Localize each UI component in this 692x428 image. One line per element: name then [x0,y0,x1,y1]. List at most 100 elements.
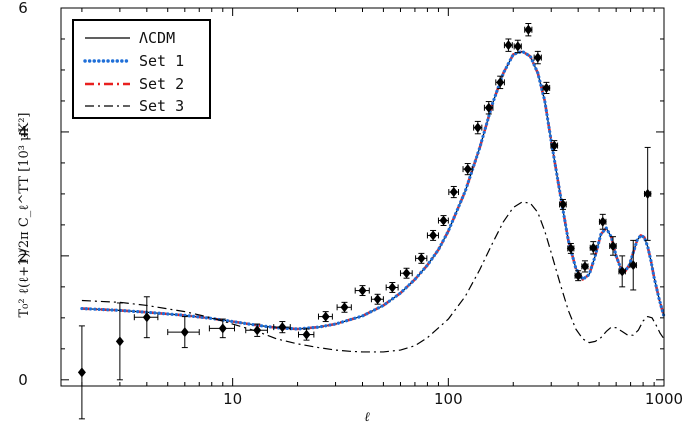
diamond-marker [429,230,438,241]
data-point [273,321,291,334]
y-axis-label: T₀² ℓ(ℓ+1)/2π C_ℓ^TT [10³ μK²] [17,113,32,318]
diamond-marker [402,268,411,279]
diamond-marker [373,294,382,305]
diamond-marker [580,261,589,272]
diamond-marker [218,323,227,334]
data-point [385,282,399,293]
data-point [167,316,200,349]
x-axis-label: ℓ [364,410,370,425]
diamond-marker [542,82,551,93]
diamond-marker [589,242,598,253]
diamond-marker [77,367,86,378]
data-point [426,229,439,241]
data-point [598,213,607,230]
diamond-marker [278,322,287,333]
data-point [558,198,567,210]
diamond-marker [496,77,505,88]
y-tick-label: 0 [18,371,28,389]
data-point [298,328,315,341]
x-tick-label: 10 [223,390,242,408]
data-point [354,285,370,297]
diamond-marker [524,24,533,35]
diamond-marker [484,102,493,113]
legend-label: ΛCDM [139,29,175,47]
y-tick-label: 4 [18,123,28,141]
diamond-marker [558,199,567,210]
diamond-marker [358,285,367,296]
legend-item: Set 2 [85,75,184,93]
diamond-marker [180,327,189,338]
diamond-marker [629,260,638,271]
data-point [533,50,542,65]
diamond-marker [321,311,330,322]
diamond-marker [618,266,627,277]
y-tick-label: 2 [18,247,28,265]
series-line-set-3 [81,201,665,353]
diamond-marker [598,216,607,227]
data-point [495,75,505,90]
legend-item: Set 1 [83,52,184,70]
data-point [550,140,559,152]
data-point [133,296,159,339]
diamond-marker [417,253,426,264]
y-axis-label-text: T₀² ℓ(ℓ+1)/2π C_ℓ^TT [10³ μK²] [17,113,32,318]
legend-box [72,19,211,119]
data-point [643,146,652,241]
data-point [566,242,575,254]
legend: ΛCDM Set 1 Set 2 Set 3 [72,19,211,119]
data-point [608,236,617,256]
diamond-marker [449,187,458,198]
data-point [208,318,236,339]
diamond-marker [340,302,349,313]
data-point [448,185,460,199]
diamond-marker [504,40,513,51]
series-line-set-2 [81,50,666,331]
diamond-marker [574,270,583,281]
data-point [574,270,583,282]
data-point [336,301,352,313]
diamond-marker [513,41,522,52]
data-point [317,311,333,323]
data-point [415,252,428,264]
legend-item: ΛCDM [85,29,175,47]
data-point [618,255,627,288]
diamond-marker [115,336,124,347]
data-point [483,101,494,115]
y-tick-label: 6 [18,0,28,17]
data-point [245,323,268,337]
data-point [542,81,551,95]
diamond-marker [608,240,617,251]
diamond-marker [566,243,575,254]
data-point [473,120,483,135]
data-point [629,239,638,291]
diamond-marker [302,329,311,340]
data-point [524,22,533,37]
data-point [77,325,86,420]
data-point [462,163,473,176]
diamond-marker [550,140,559,151]
data-point [370,293,384,305]
diamond-marker [439,215,448,226]
diamond-marker [253,325,262,336]
data-point [589,241,598,255]
legend-label: Set 2 [139,75,184,93]
legend-item: Set 3 [85,97,184,115]
data-point [513,39,522,54]
diamond-marker [463,164,472,175]
data-point [399,267,413,279]
diamond-marker [142,312,151,323]
diamond-marker [473,122,482,133]
x-tick-label: 1000 [645,390,683,408]
data-point [503,38,513,52]
legend-label: Set 3 [139,97,184,115]
data-point [437,215,449,227]
diamond-marker [643,188,652,199]
x-tick-label: 100 [434,390,463,408]
data-point [580,260,589,273]
data-point [115,302,124,381]
legend-label: Set 1 [139,52,184,70]
diamond-marker [533,52,542,63]
diamond-marker [388,282,397,293]
